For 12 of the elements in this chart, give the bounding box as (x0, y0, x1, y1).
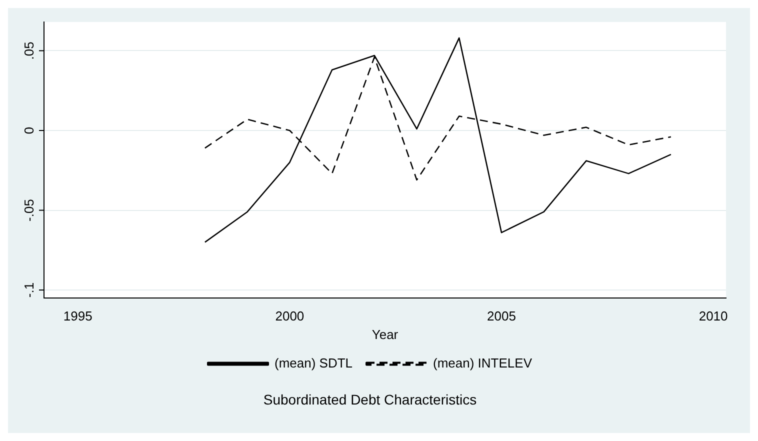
x-tick-label: 2010 (698, 308, 728, 324)
x-axis-title: Year (372, 326, 399, 342)
y-tick-label: -.05 (22, 199, 37, 222)
text: Subordinated Debt Characteristics (263, 391, 477, 408)
y-tick-label: 0 (22, 126, 37, 134)
y-tick-label: -.1 (22, 282, 37, 298)
x-tick-label: 1995 (63, 308, 92, 324)
legend-label: (mean) SDTL (274, 355, 353, 370)
x-tick-label: 2005 (487, 308, 516, 324)
x-tick-label: 2000 (275, 308, 304, 324)
y-tick-label: .05 (22, 42, 37, 60)
legend-label: (mean) INTELEV (433, 355, 532, 370)
